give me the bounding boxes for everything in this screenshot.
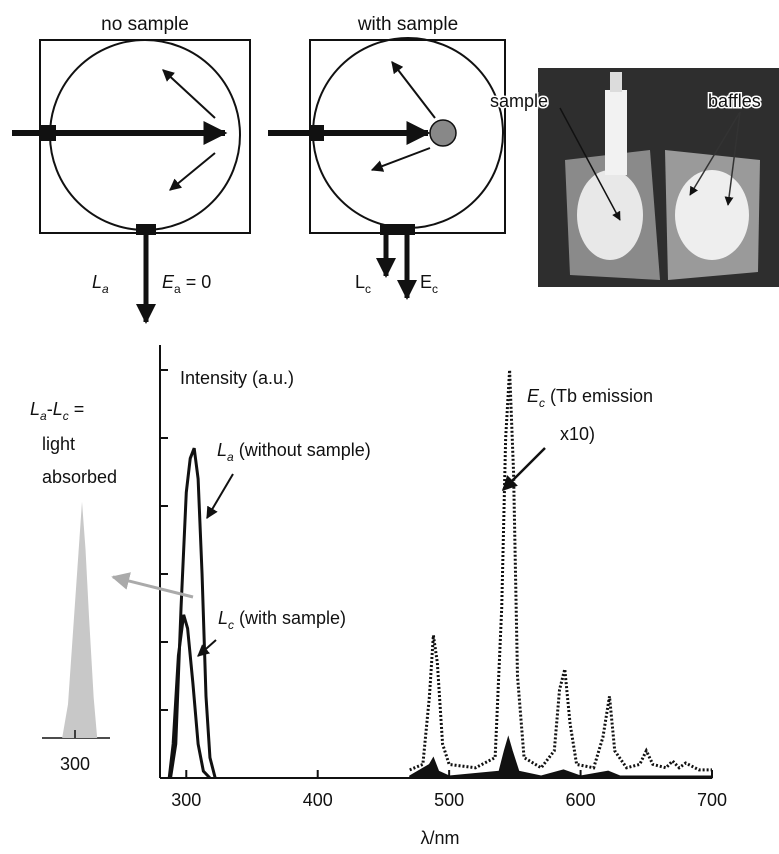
annotation-arrow — [197, 639, 217, 657]
x-tick-label: 500 — [434, 790, 464, 810]
x-tick-label: 300 — [171, 790, 201, 810]
port — [136, 224, 156, 235]
inset-title: absorbed — [42, 467, 117, 487]
x-tick-label: 300 — [60, 754, 90, 774]
sphere-box — [309, 39, 506, 234]
diagram-no-sample: no sample La Ea = 0 — [12, 14, 251, 324]
main-chart: Intensity (a.u.) λ/nm La (without sample… — [159, 345, 727, 848]
pointer — [559, 107, 621, 221]
diagram-title: with sample — [357, 14, 458, 35]
sphere-box — [39, 39, 251, 234]
annotation: Ec (Tb emission — [527, 386, 653, 410]
annotation-arrow — [111, 572, 194, 599]
label-lc: Lc — [355, 272, 371, 296]
photo: sample baffles — [489, 68, 779, 287]
series-line — [409, 369, 712, 772]
area — [62, 501, 98, 738]
y-axis-label: Intensity (a.u.) — [180, 368, 294, 388]
x-tick-label: 600 — [566, 790, 596, 810]
sphere-interior — [577, 170, 643, 260]
photo-label: sample — [490, 91, 548, 111]
scatter-arrow — [391, 61, 436, 119]
x-axis-label: λ/nm — [420, 828, 459, 848]
scatter-arrow — [169, 152, 216, 191]
inset-title: La-Lc = — [30, 399, 84, 423]
sphere-interior — [675, 170, 749, 260]
diagram-with-sample: with sample Lc Ec — [268, 14, 506, 300]
pointer — [724, 111, 741, 206]
pointer — [689, 111, 741, 196]
scatter-arrow — [162, 69, 216, 119]
sample — [429, 119, 457, 147]
label-la: La — [92, 272, 109, 296]
series-line — [409, 735, 713, 779]
diagram-title: no sample — [101, 14, 189, 35]
series-line — [169, 447, 217, 779]
x-tick-label: 700 — [697, 790, 727, 810]
annotation-arrow — [501, 447, 546, 492]
scatter-arrow — [370, 147, 431, 172]
annotation: x10) — [560, 424, 595, 444]
label-ec: Ec — [420, 272, 438, 296]
inset-chart: La-Lc = light absorbed 300 — [30, 399, 194, 774]
annotation: Lc (with sample) — [218, 608, 346, 632]
sample-holder — [610, 72, 622, 92]
photo-label: baffles — [708, 91, 761, 111]
label-ea: Ea = 0 — [162, 272, 211, 296]
annotation-arrow — [206, 473, 234, 520]
port — [380, 224, 415, 235]
series-line — [167, 614, 212, 780]
inset-title: light — [42, 434, 75, 454]
annotation: La (without sample) — [217, 440, 371, 464]
sample-holder — [605, 90, 627, 175]
x-tick-label: 400 — [303, 790, 333, 810]
